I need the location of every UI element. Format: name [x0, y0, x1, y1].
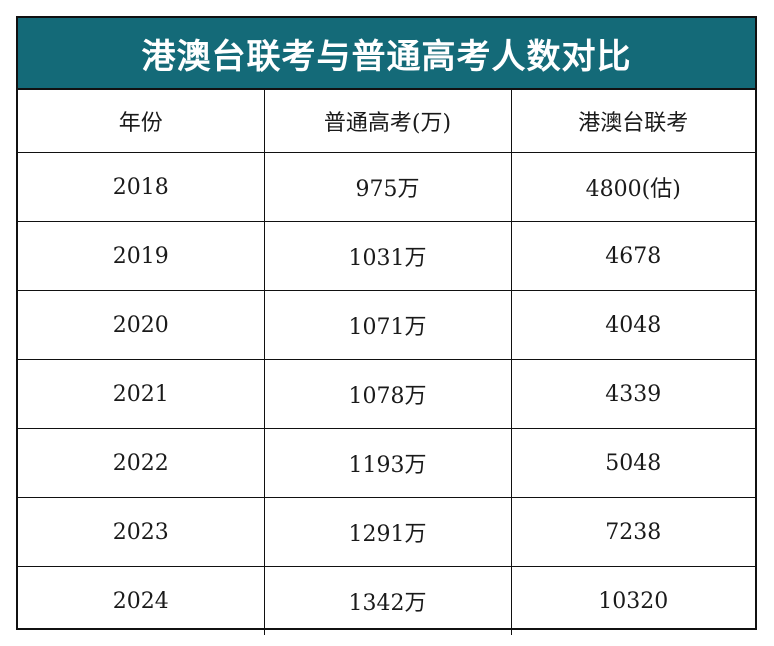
table-row: 2020 1071万 4048: [18, 290, 755, 360]
table-row: 2019 1031万 4678: [18, 221, 755, 291]
cell-gaokao: 1342万: [263, 566, 512, 635]
header-hmt-exam: 港澳台联考: [510, 90, 755, 153]
cell-gaokao: 1071万: [263, 290, 512, 360]
header-gaokao: 普通高考(万): [263, 90, 512, 153]
cell-gaokao: 1291万: [263, 497, 512, 567]
cell-hmt-exam: 4339: [510, 359, 755, 429]
data-table: 年份 普通高考(万) 港澳台联考 2018 975万 4800(估) 2019 …: [18, 90, 755, 635]
cell-gaokao: 1078万: [263, 359, 512, 429]
cell-year: 2020: [18, 290, 265, 360]
cell-hmt-exam: 5048: [510, 428, 755, 498]
table-row: 2022 1193万 5048: [18, 428, 755, 498]
table-row: 2021 1078万 4339: [18, 359, 755, 429]
header-year: 年份: [18, 90, 265, 153]
cell-gaokao: 1031万: [263, 221, 512, 291]
table-title: 港澳台联考与普通高考人数对比: [18, 18, 755, 90]
table-row: 2018 975万 4800(估): [18, 152, 755, 222]
cell-year: 2019: [18, 221, 265, 291]
cell-hmt-exam: 4048: [510, 290, 755, 360]
cell-hmt-exam: 4800(估): [510, 152, 755, 222]
cell-hmt-exam: 10320: [510, 566, 755, 635]
cell-year: 2022: [18, 428, 265, 498]
cell-gaokao: 1193万: [263, 428, 512, 498]
header-row: 年份 普通高考(万) 港澳台联考: [18, 90, 755, 153]
cell-year: 2021: [18, 359, 265, 429]
cell-hmt-exam: 4678: [510, 221, 755, 291]
table-row: 2024 1342万 10320: [18, 566, 755, 635]
cell-year: 2024: [18, 566, 265, 635]
cell-year: 2018: [18, 152, 265, 222]
table-row: 2023 1291万 7238: [18, 497, 755, 567]
cell-gaokao: 975万: [263, 152, 512, 222]
cell-hmt-exam: 7238: [510, 497, 755, 567]
comparison-table: 港澳台联考与普通高考人数对比 年份 普通高考(万) 港澳台联考 2018 975…: [16, 16, 757, 635]
cell-year: 2023: [18, 497, 265, 567]
